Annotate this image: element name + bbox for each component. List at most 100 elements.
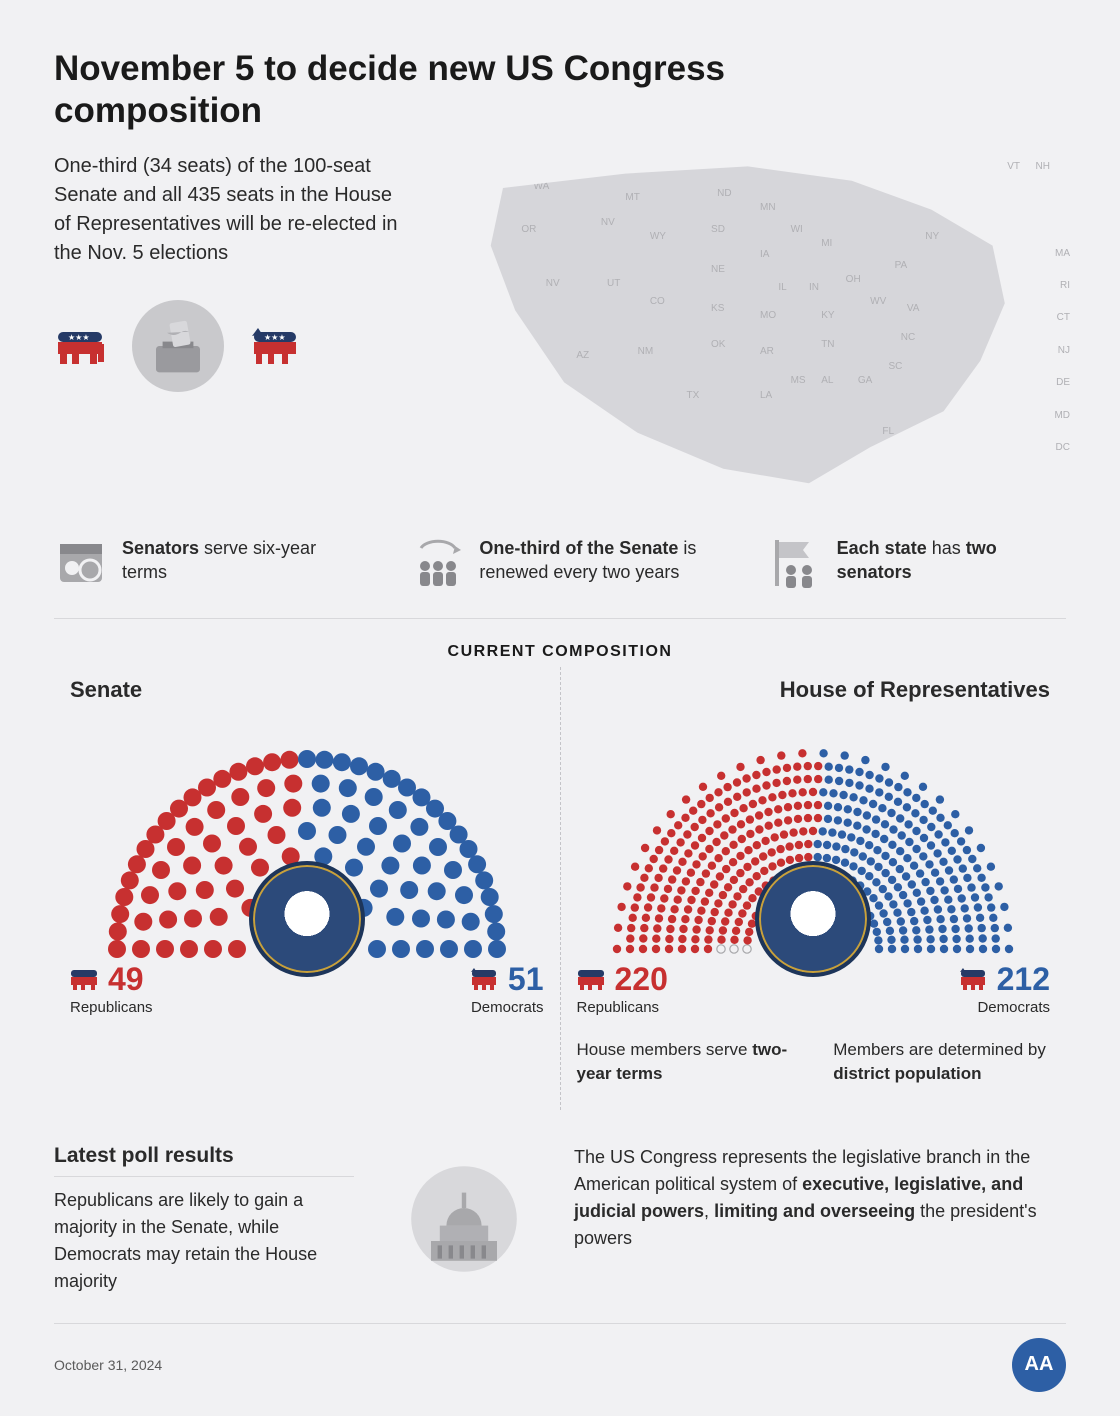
seat-dot: [763, 768, 771, 776]
seat-dot: [699, 852, 707, 860]
seat-dot: [814, 775, 822, 783]
seat-dot: [850, 793, 858, 801]
seat-dot: [429, 838, 447, 856]
seat-dot: [873, 928, 881, 936]
seat-dot: [804, 801, 812, 809]
seat-dot: [626, 934, 634, 942]
state-label: SD: [711, 224, 725, 235]
seat-dot: [263, 753, 281, 771]
seat-dot: [267, 826, 285, 844]
seat-dot: [691, 841, 699, 849]
seat-dot: [382, 770, 400, 788]
state-label: PA: [895, 260, 908, 271]
seat-dot: [718, 936, 726, 944]
seat-dot: [919, 852, 927, 860]
seat-dot: [919, 783, 927, 791]
seat-dot: [745, 846, 753, 854]
seat-dot: [901, 945, 909, 953]
seat-dot: [809, 827, 817, 835]
seat-dot: [214, 857, 232, 875]
seat-dot: [132, 940, 150, 958]
seat-dot: [722, 814, 730, 822]
seat-dot: [731, 809, 739, 817]
seat-dot: [141, 886, 159, 904]
seat-dot: [784, 803, 792, 811]
seat-dot: [738, 835, 746, 843]
seat-dot: [659, 864, 667, 872]
state-label: SC: [889, 361, 903, 372]
seat-dot: [783, 764, 791, 772]
capitol-icon: [404, 1144, 524, 1295]
state-label: FL: [882, 426, 894, 437]
seat-dot: [684, 905, 692, 913]
seat-dot: [752, 771, 760, 779]
seat-dot: [682, 877, 690, 885]
seat-dot: [780, 830, 788, 838]
seat-dot: [789, 789, 797, 797]
seat-dot: [867, 857, 875, 865]
seat-dot: [901, 772, 909, 780]
elephant-icon: [577, 968, 607, 990]
seat-dot: [613, 945, 621, 953]
seat-dot: [899, 891, 907, 899]
facts-row: Senators serve six-year terms One-third …: [54, 520, 1066, 619]
seat-dot: [819, 788, 827, 796]
seat-dot: [974, 903, 982, 911]
charts-row: Senate 49 Republicans 51: [54, 667, 1066, 1110]
seat-dot: [715, 803, 723, 811]
seat-dot: [934, 849, 942, 857]
seat-dot: [724, 883, 732, 891]
poll-column: Latest poll results Republicans are like…: [54, 1144, 354, 1295]
seat-dot: [987, 863, 995, 871]
seat-dot: [896, 865, 904, 873]
seat-dot: [940, 945, 948, 953]
seat-dot: [156, 940, 174, 958]
seat-dot: [660, 894, 668, 902]
seat-dot: [910, 917, 918, 925]
us-map-column: WAMTNDORNVMNWYSDIANVUTNEMIWIILINOHPACACO…: [454, 152, 1066, 512]
seat-dot: [655, 846, 663, 854]
seat-dot: [738, 909, 746, 917]
seat-dot: [885, 892, 893, 900]
seat-dot: [923, 916, 931, 924]
seat-dot: [790, 828, 798, 836]
seat-dot: [865, 872, 873, 880]
seat-dot: [977, 844, 985, 852]
seat-dot: [979, 934, 987, 942]
seat-dot: [940, 858, 948, 866]
seat-dot: [936, 877, 944, 885]
seat-dot: [699, 783, 707, 791]
seat-dot: [639, 934, 647, 942]
state-label: OH: [846, 274, 861, 285]
seat-dot: [677, 886, 685, 894]
seat-dot: [881, 820, 889, 828]
seat-dot: [939, 925, 947, 933]
fact-two-senators: Each state has two senators: [769, 536, 1066, 590]
state-label: NY: [925, 231, 939, 242]
seat-dot: [882, 869, 890, 877]
seat-dot: [828, 828, 836, 836]
state-label: NM: [638, 346, 654, 357]
seat-dot: [213, 770, 231, 788]
seat-dot: [926, 860, 934, 868]
seat-dot: [835, 764, 843, 772]
seat-dot: [650, 855, 658, 863]
seat-dot: [885, 778, 893, 786]
seat-dot: [680, 925, 688, 933]
seat-dot: [794, 815, 802, 823]
seat-dot: [948, 847, 956, 855]
seat-dot: [971, 893, 979, 901]
seat-dot: [713, 838, 721, 846]
seat-dot: [773, 779, 781, 787]
fact-senate-renewal: One-third of the Senate is renewed every…: [411, 536, 708, 590]
seat-dot: [874, 846, 882, 854]
seat-dot: [298, 822, 316, 840]
state-label: LA: [760, 390, 772, 401]
seat-dot: [732, 927, 740, 935]
seat-dot: [641, 844, 649, 852]
seat-dot: [979, 945, 987, 953]
state-label: AR: [760, 346, 774, 357]
seat-dot: [981, 883, 989, 891]
house-hemicycle-wrap: [577, 711, 1051, 971]
seat-dot: [652, 935, 660, 943]
